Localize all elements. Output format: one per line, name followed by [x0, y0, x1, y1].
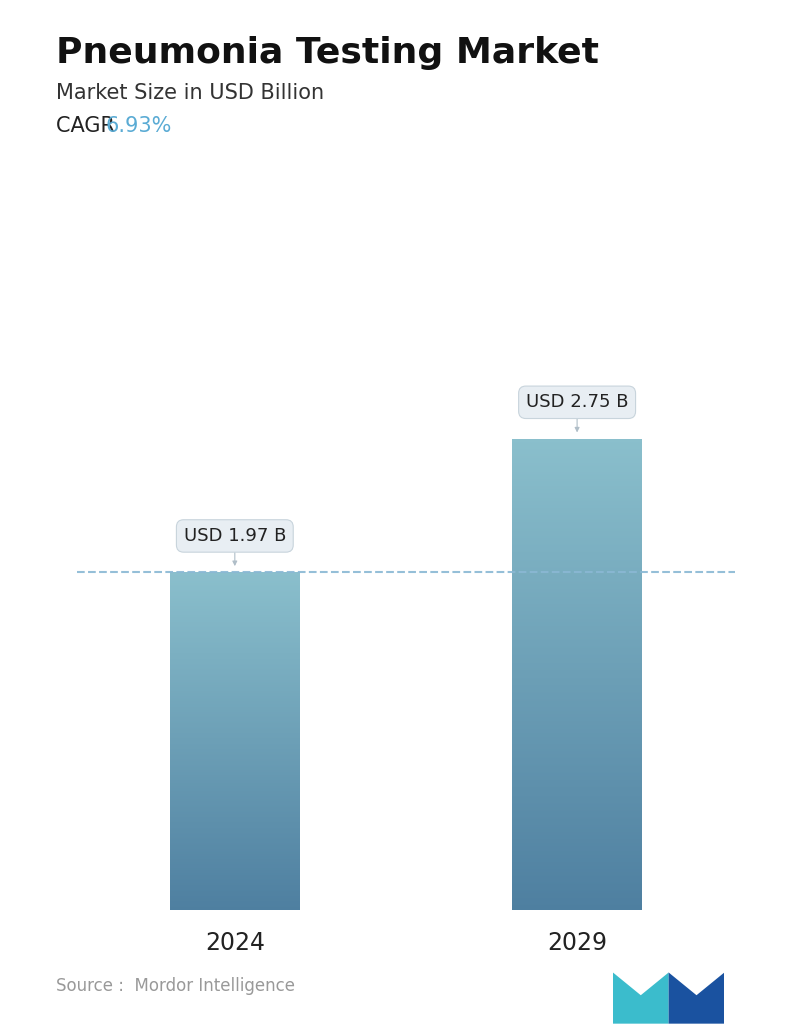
Text: Source :  Mordor Intelligence: Source : Mordor Intelligence	[56, 977, 295, 995]
Text: Market Size in USD Billion: Market Size in USD Billion	[56, 83, 324, 102]
Text: Pneumonia Testing Market: Pneumonia Testing Market	[56, 36, 599, 70]
Polygon shape	[613, 972, 669, 1024]
Polygon shape	[669, 972, 724, 1024]
Text: USD 2.75 B: USD 2.75 B	[526, 393, 628, 412]
Text: CAGR: CAGR	[56, 116, 121, 135]
Text: USD 1.97 B: USD 1.97 B	[184, 527, 286, 545]
Text: 6.93%: 6.93%	[105, 116, 171, 135]
